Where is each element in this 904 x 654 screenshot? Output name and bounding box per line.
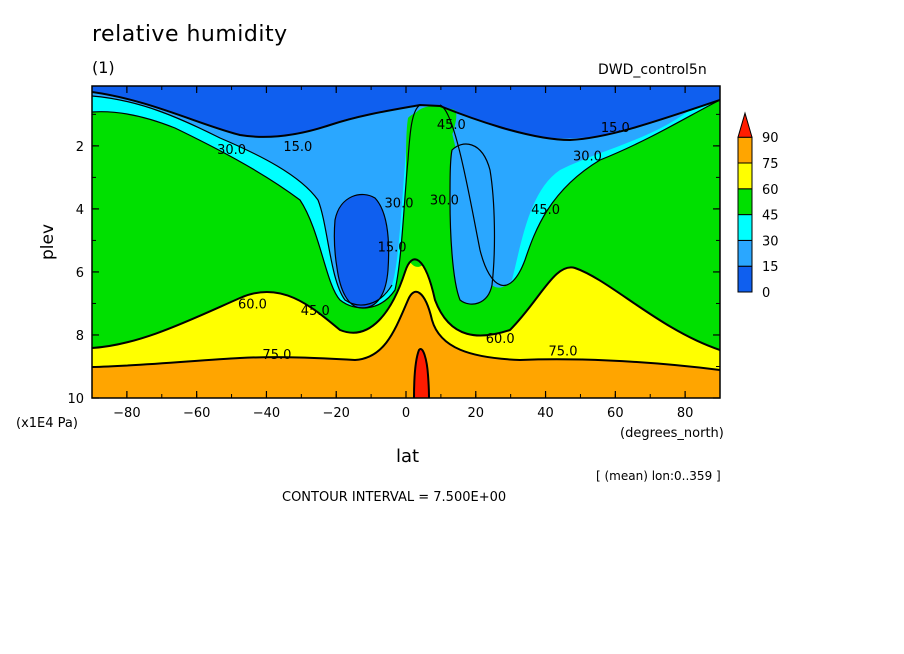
x-tick-label: 40 bbox=[537, 406, 554, 421]
colorbar: 0 15 30 45 60 75 90 bbox=[737, 111, 779, 301]
colorbar-label: 0 bbox=[762, 286, 770, 301]
contour-lines bbox=[92, 91, 720, 398]
contour-label: 30.0 bbox=[385, 197, 414, 212]
x-tick-label: −40 bbox=[253, 406, 280, 421]
colorbar-swatch bbox=[737, 162, 753, 190]
band-0-15-north-cell bbox=[450, 144, 495, 305]
colorbar-swatch bbox=[737, 136, 753, 164]
x-tick-label: −80 bbox=[113, 406, 140, 421]
colorbar-swatch bbox=[737, 239, 753, 267]
colorbar-swatch bbox=[737, 265, 753, 293]
x-tick-label: 20 bbox=[468, 406, 485, 421]
y-tick-label: 10 bbox=[67, 392, 84, 407]
band-75-90 bbox=[92, 291, 720, 398]
colorbar-label: 15 bbox=[762, 260, 779, 275]
contour-interval: CONTOUR INTERVAL = 7.500E+00 bbox=[282, 490, 507, 505]
contour-label: 15.0 bbox=[601, 121, 630, 136]
y-tick-label: 4 bbox=[76, 203, 84, 218]
mean-note: [ (mean) lon:0..359 ] bbox=[596, 469, 721, 483]
colorbar-swatch bbox=[737, 188, 753, 216]
contour-label: 30.0 bbox=[430, 193, 459, 208]
x-tick-label: −20 bbox=[323, 406, 350, 421]
dataset-name: DWD_control5n bbox=[598, 62, 707, 78]
colorbar-label: 90 bbox=[762, 131, 779, 146]
x-tick-label: 80 bbox=[677, 406, 694, 421]
band-0-15-south-cell bbox=[334, 194, 389, 308]
green-tongue bbox=[405, 107, 457, 267]
contour-label: 15.0 bbox=[283, 140, 312, 155]
colorbar-label: 30 bbox=[762, 234, 779, 249]
chart-title: relative humidity bbox=[92, 22, 288, 47]
contour-label: 75.0 bbox=[262, 348, 291, 363]
contour-label: 45.0 bbox=[301, 304, 330, 319]
x-tick-label: 0 bbox=[402, 406, 410, 421]
contour-label: 30.0 bbox=[217, 143, 246, 158]
contour-label: 60.0 bbox=[238, 297, 267, 312]
contour-label: 75.0 bbox=[549, 345, 578, 360]
contour-label: 60.0 bbox=[486, 332, 515, 347]
colorbar-swatch bbox=[737, 214, 753, 241]
y-tick-label: 6 bbox=[76, 266, 84, 281]
x-axis-label: lat bbox=[396, 446, 420, 467]
contour-label: 45.0 bbox=[531, 203, 560, 218]
y-tick-label: 2 bbox=[76, 140, 84, 155]
x-tick-label: −60 bbox=[183, 406, 210, 421]
colorbar-label: 45 bbox=[762, 209, 779, 224]
contour-label: 15.0 bbox=[378, 241, 407, 256]
band-0-15 bbox=[92, 86, 720, 139]
x-axis-ticks: −80 −60 −40 −20 0 20 40 60 80 bbox=[91, 86, 721, 421]
x-axis-unit: (degrees_north) bbox=[620, 426, 724, 441]
y-tick-label: 8 bbox=[76, 329, 84, 344]
colorbar-label: 60 bbox=[762, 183, 779, 198]
contour-label: 30.0 bbox=[573, 149, 602, 164]
y-axis-ticks: 2 4 6 8 10 bbox=[67, 113, 720, 407]
colorbar-label: 75 bbox=[762, 157, 779, 172]
chart-subtitle: (1) bbox=[92, 58, 115, 77]
contour-labels: 15.0 15.0 30.0 30.0 30.0 30.0 15.0 45.0 45.0 45.0… bbox=[217, 118, 630, 363]
y-axis-unit: (x1E4 Pa) bbox=[16, 416, 78, 431]
contour-label: 45.0 bbox=[437, 118, 466, 133]
x-tick-label: 60 bbox=[607, 406, 624, 421]
colorbar-extend-arrow bbox=[737, 111, 753, 138]
